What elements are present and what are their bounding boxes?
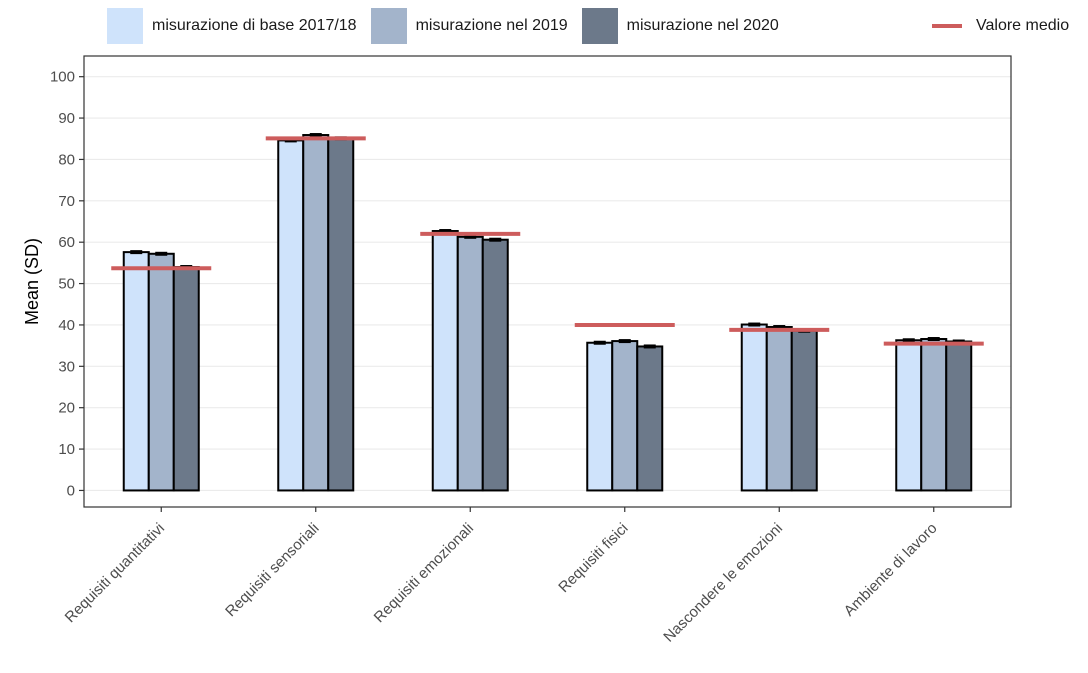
bar: [431, 230, 459, 492]
legend-label-base: misurazione di base 2017/18: [152, 17, 357, 34]
legend-swatch-2020: [581, 8, 618, 44]
bar: [277, 139, 305, 492]
legend-item-mean: Valore medio: [932, 8, 1069, 44]
bar: [945, 340, 973, 492]
y-tick-label: 10: [58, 441, 75, 458]
y-tick-label: 40: [58, 317, 75, 334]
legend-label-2019: misurazione nel 2019: [415, 17, 568, 34]
legend-item-base: misurazione di base 2017/18: [107, 8, 357, 44]
legend-item-2019: misurazione nel 2019: [370, 8, 568, 44]
plot-border: [83, 55, 1012, 508]
chart-legend: misurazione di base 2017/18 misurazione …: [107, 8, 793, 44]
bar: [456, 235, 484, 492]
y-tick-label: 60: [58, 234, 75, 251]
bar: [172, 266, 200, 492]
bar: [611, 340, 639, 492]
y-tick-label: 90: [58, 110, 75, 127]
y-tick-label: 80: [58, 151, 75, 168]
bar: [147, 252, 175, 492]
x-tick-label: Requisiti emozionali: [371, 520, 477, 626]
bar: [122, 251, 150, 492]
bar: [920, 338, 948, 492]
legend-swatch-2019: [370, 8, 407, 44]
x-tick-label: Requisiti fisici: [555, 520, 631, 596]
bar: [740, 323, 768, 492]
bar: [586, 341, 614, 492]
y-tick-label: 50: [58, 276, 75, 293]
legend-swatch-mean: [932, 24, 962, 28]
legend-swatch-base: [107, 8, 143, 44]
legend-item-2020: misurazione nel 2020: [581, 8, 779, 44]
x-tick-label: Requisiti sensoriali: [222, 520, 322, 620]
x-tick-label: Ambiente di lavoro: [841, 520, 941, 620]
legend-label-2020: misurazione nel 2020: [626, 17, 779, 34]
bar: [302, 134, 330, 492]
bar: [790, 329, 818, 492]
bar: [327, 137, 355, 492]
x-tick-label: Nascondere le emozioni: [660, 520, 786, 646]
bar: [765, 326, 793, 492]
y-tick-label: 100: [50, 69, 75, 86]
x-tick-label: Requisiti quantitativi: [62, 520, 168, 626]
bar: [481, 238, 509, 492]
y-tick-label: 30: [58, 358, 75, 375]
bar: [895, 339, 923, 492]
y-tick-label: 20: [58, 400, 75, 417]
bar: [636, 345, 664, 492]
legend-label-mean: Valore medio: [976, 17, 1070, 34]
y-tick-label: 70: [58, 193, 75, 210]
y-tick-label: 0: [67, 482, 75, 499]
y-axis-title: Mean (SD): [22, 238, 42, 325]
